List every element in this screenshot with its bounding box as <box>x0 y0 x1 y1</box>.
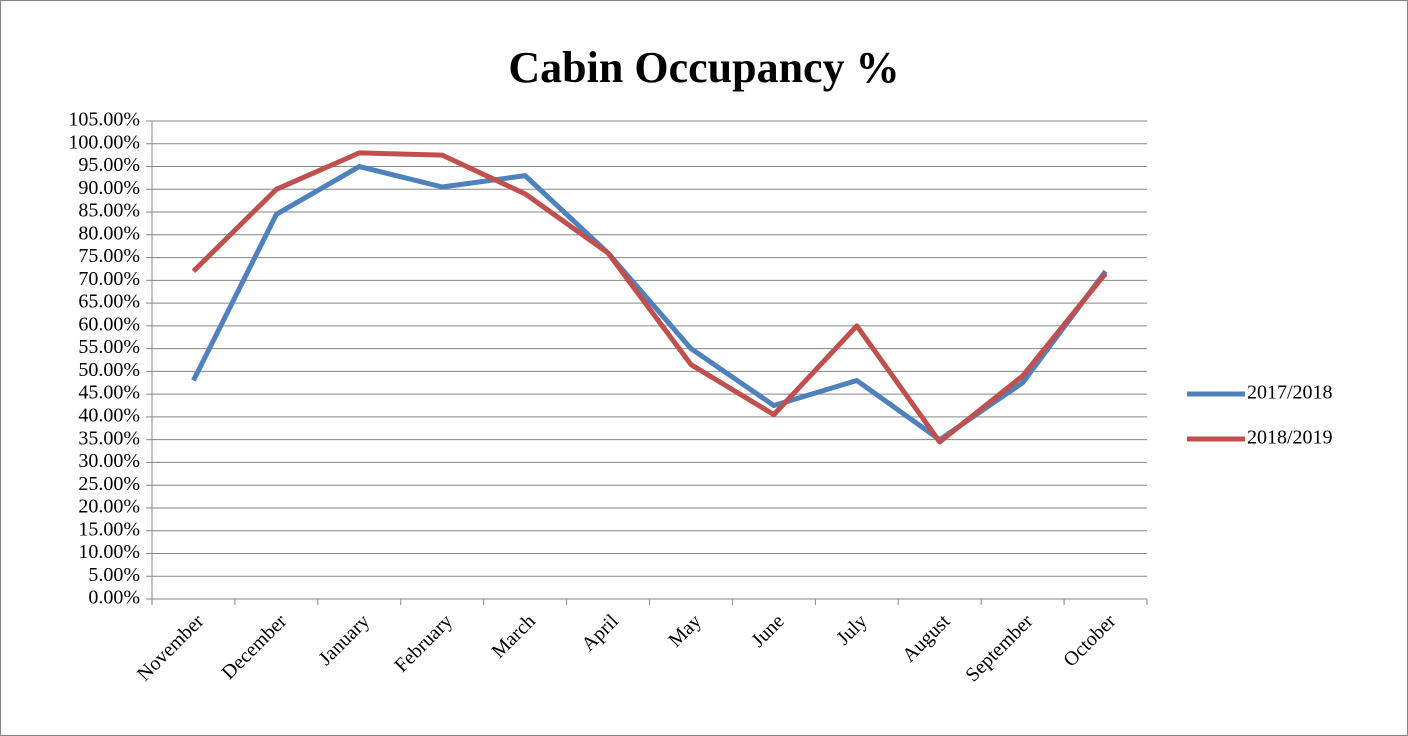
series-line <box>191 150 1108 445</box>
y-tick-label: 45.00% <box>78 382 140 404</box>
chart-title: Cabin Occupancy % <box>508 43 899 92</box>
y-tick-label: 100.00% <box>68 131 140 153</box>
y-tick-label: 95.00% <box>78 154 140 176</box>
y-tick-label: 70.00% <box>78 268 140 290</box>
y-tick-label: 90.00% <box>78 177 140 199</box>
y-tick-label: 85.00% <box>78 200 140 222</box>
y-tick-label: 50.00% <box>78 359 140 381</box>
y-tick-label: 25.00% <box>78 473 140 495</box>
y-tick-label: 40.00% <box>78 404 140 426</box>
y-tick-label: 15.00% <box>78 518 140 540</box>
y-tick-label: 60.00% <box>78 313 140 335</box>
y-tick-label: 20.00% <box>78 496 140 518</box>
y-tick-label: 5.00% <box>88 564 140 586</box>
legend-label: 2018/2019 <box>1247 427 1333 449</box>
y-tick-label: 75.00% <box>78 245 140 267</box>
y-tick-label: 80.00% <box>78 222 140 244</box>
y-tick-label: 35.00% <box>78 427 140 449</box>
legend-label: 2017/2018 <box>1247 382 1333 404</box>
y-tick-label: 0.00% <box>88 587 140 609</box>
y-tick-label: 55.00% <box>78 336 140 358</box>
y-tick-label: 105.00% <box>68 109 140 131</box>
y-tick-label: 10.00% <box>78 541 140 563</box>
y-tick-label: 65.00% <box>78 291 140 313</box>
y-tick-label: 30.00% <box>78 450 140 472</box>
